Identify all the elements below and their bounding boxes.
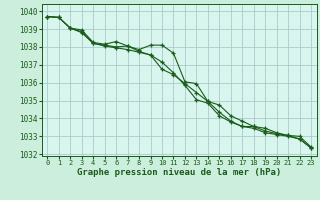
- X-axis label: Graphe pression niveau de la mer (hPa): Graphe pression niveau de la mer (hPa): [77, 168, 281, 177]
